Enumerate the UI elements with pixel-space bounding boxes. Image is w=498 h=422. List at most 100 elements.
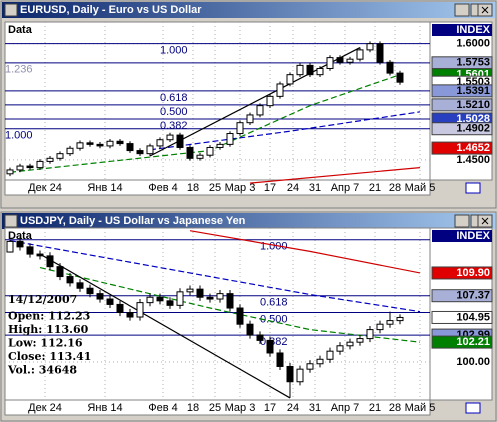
candle-body bbox=[126, 143, 134, 152]
fib-label: 1.236 bbox=[5, 64, 33, 76]
candle-body bbox=[46, 255, 54, 268]
date-strip bbox=[4, 399, 431, 416]
price-box bbox=[431, 335, 493, 349]
data-label: Data bbox=[8, 24, 33, 36]
corner-icon[interactable] bbox=[465, 402, 481, 414]
index-label: INDEX bbox=[456, 24, 490, 36]
candle-body bbox=[96, 293, 104, 300]
candle-body bbox=[236, 307, 244, 325]
date-label: 21 bbox=[369, 182, 381, 194]
price-box bbox=[431, 98, 493, 112]
price-label: 1.4652 bbox=[456, 142, 490, 154]
candle-body bbox=[276, 83, 284, 97]
candle-body bbox=[36, 253, 44, 257]
candle-body bbox=[386, 320, 394, 325]
window-title: EURUSD, Daily - Euro vs US Dollar bbox=[20, 4, 202, 16]
candle-body bbox=[76, 142, 84, 149]
info-text: Open: 112.23 bbox=[8, 310, 90, 323]
candle-body bbox=[96, 143, 104, 147]
indicator-line bbox=[249, 167, 421, 184]
date-label: 28 bbox=[389, 182, 401, 194]
candle-body bbox=[346, 58, 354, 63]
candle-body bbox=[206, 146, 214, 156]
candle-body bbox=[116, 140, 124, 145]
date-strip bbox=[4, 179, 431, 196]
candle-body bbox=[106, 298, 114, 305]
candle-body bbox=[266, 95, 274, 107]
candle-body bbox=[386, 61, 394, 74]
candle-body bbox=[126, 312, 134, 318]
candle-body bbox=[186, 146, 194, 159]
price-label: 107.37 bbox=[456, 290, 490, 302]
price-label: 1.5210 bbox=[456, 99, 490, 111]
date-label: 28 bbox=[389, 402, 401, 414]
date-label: 24 bbox=[287, 402, 299, 414]
candle-body bbox=[156, 296, 164, 302]
candle-body bbox=[136, 150, 144, 155]
candle-body bbox=[346, 341, 354, 347]
window-button[interactable] bbox=[454, 214, 470, 228]
candle-body bbox=[146, 145, 154, 155]
candle-body bbox=[136, 302, 144, 318]
price-label: 1.5028 bbox=[456, 113, 490, 125]
date-label: 24 bbox=[287, 182, 299, 194]
date-label: 21 bbox=[369, 402, 381, 414]
index-label: INDEX bbox=[456, 230, 490, 242]
date-label: Фев 4 bbox=[148, 182, 178, 194]
date-label: Май 5 bbox=[405, 182, 436, 194]
date-label: Фев 4 bbox=[148, 402, 178, 414]
candle-body bbox=[286, 74, 294, 85]
candle-body bbox=[336, 57, 344, 63]
corner-icon[interactable] bbox=[465, 182, 481, 194]
candle-body bbox=[166, 300, 174, 306]
date-label: 17 bbox=[264, 402, 276, 414]
date-label: 18 bbox=[187, 402, 199, 414]
date-label: Апр 7 bbox=[331, 402, 360, 414]
fib-label: 0.500 bbox=[160, 106, 188, 118]
data-label: Data bbox=[8, 230, 33, 242]
candle-body bbox=[256, 105, 264, 116]
price-label: 1.4902 bbox=[456, 123, 490, 135]
info-text: High: 113.60 bbox=[8, 323, 89, 336]
candle-body bbox=[246, 114, 254, 124]
date-label: Дек 24 bbox=[28, 182, 62, 194]
candle-body bbox=[86, 287, 94, 295]
info-text: 14/12/2007 bbox=[8, 293, 77, 306]
index-box bbox=[432, 230, 492, 242]
info-text: Low: 112.16 bbox=[8, 337, 83, 350]
price-box bbox=[431, 141, 493, 155]
candle-body bbox=[156, 139, 164, 147]
window-icon bbox=[4, 214, 18, 228]
candle-body bbox=[116, 303, 124, 314]
date-label: 25 bbox=[209, 402, 221, 414]
candle-body bbox=[226, 293, 234, 309]
info-text: Vol.: 34648 bbox=[7, 364, 77, 377]
price-box bbox=[431, 289, 493, 303]
fib-label: 0.382 bbox=[160, 120, 188, 132]
y-tick-label: 1.4500 bbox=[456, 154, 490, 166]
candle-body bbox=[176, 291, 184, 306]
indicator-line bbox=[9, 239, 421, 313]
date-label: Мар 3 bbox=[225, 182, 256, 194]
candle-body bbox=[196, 288, 204, 298]
price-box bbox=[431, 84, 493, 98]
price-label: 104.95 bbox=[456, 311, 490, 323]
candle-body bbox=[76, 282, 84, 289]
window-button[interactable] bbox=[454, 3, 470, 17]
candle-body bbox=[106, 140, 114, 147]
fib-label: 0.500 bbox=[260, 313, 288, 325]
y-tick-label: 100.00 bbox=[456, 356, 490, 368]
candle-body bbox=[56, 153, 64, 159]
candle-body bbox=[56, 266, 64, 278]
candle-body bbox=[6, 169, 14, 175]
candle-body bbox=[306, 64, 314, 76]
candle-body bbox=[376, 323, 384, 331]
candle-body bbox=[286, 365, 294, 383]
candle-body bbox=[66, 147, 74, 155]
window-icon bbox=[4, 3, 18, 17]
candle-body bbox=[396, 316, 404, 322]
candle-body bbox=[46, 157, 54, 162]
price-label: 109.90 bbox=[456, 267, 490, 279]
title-bar bbox=[2, 2, 495, 18]
